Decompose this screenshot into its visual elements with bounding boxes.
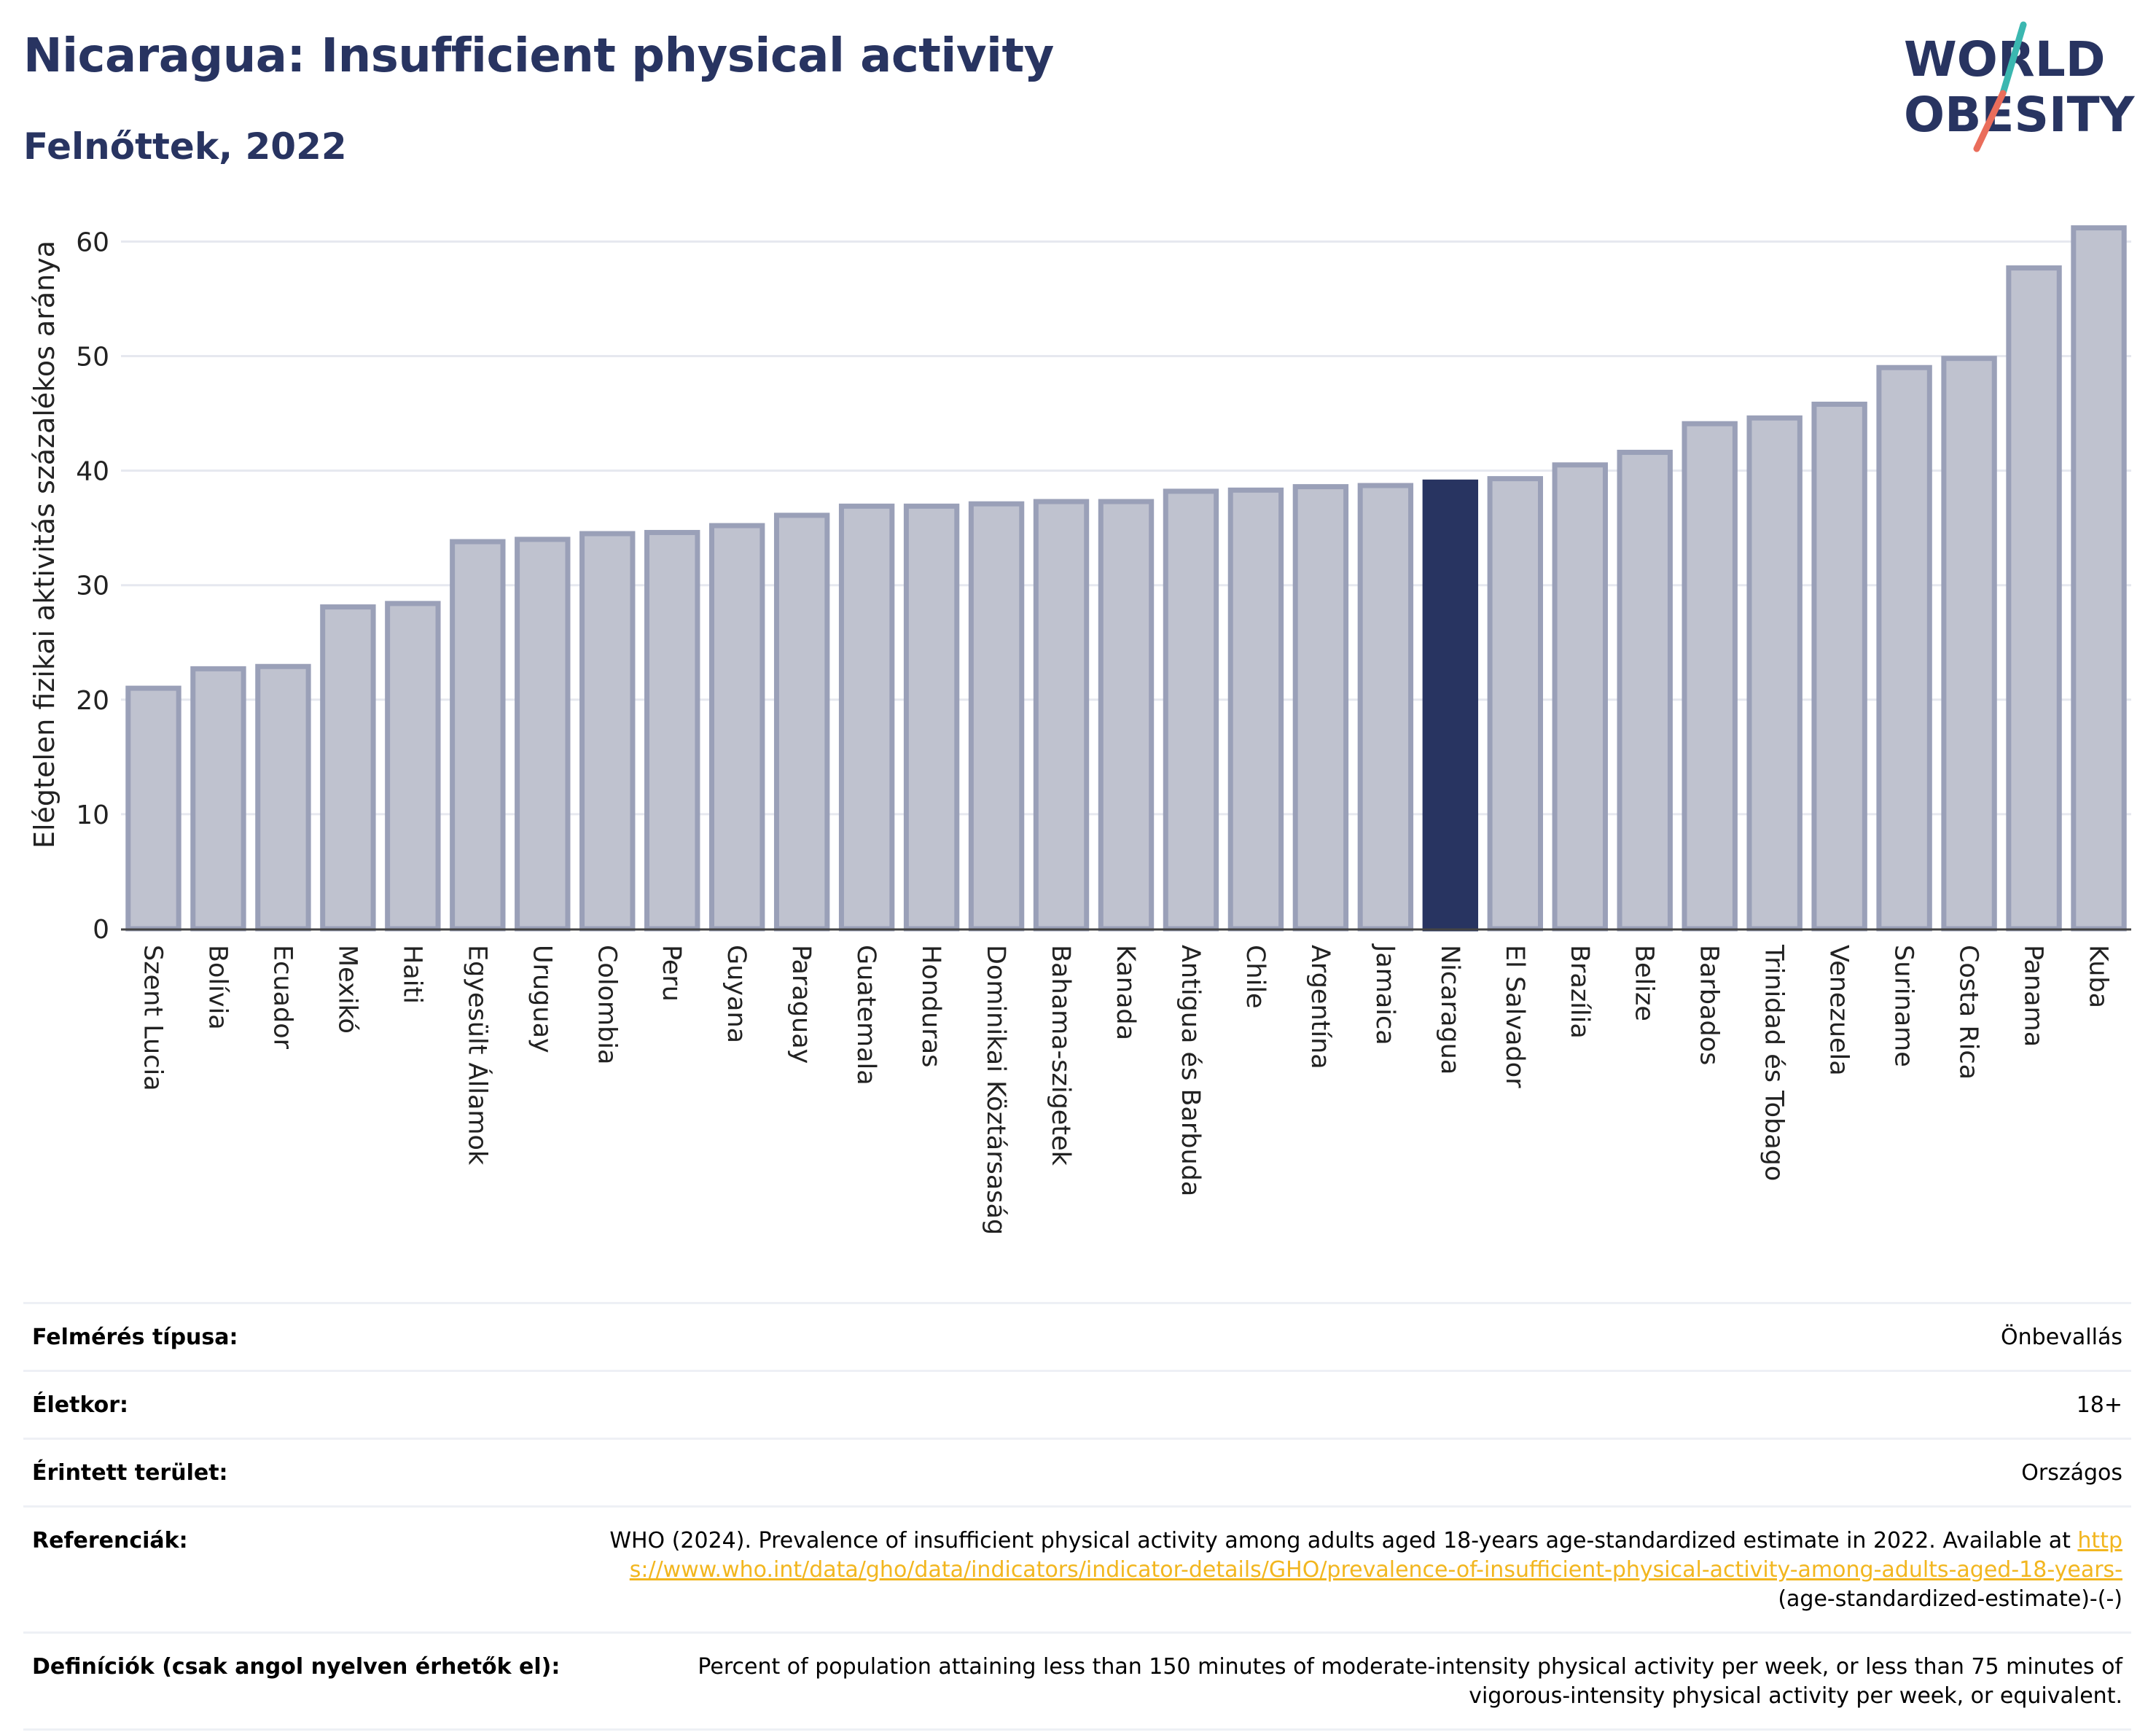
reference-suffix: (age-standardized-estimate)-(-) <box>1778 1586 2122 1612</box>
bar <box>1811 401 1867 932</box>
meta-value-survey: Önbevallás <box>595 1302 2131 1371</box>
x-tick-label: Paraguay <box>786 945 816 1064</box>
bar <box>644 529 700 932</box>
x-tick-label: Trinidad és Tobago <box>1759 944 1789 1181</box>
x-tick-label: Kuba <box>2084 945 2113 1008</box>
x-tick-label: Egyesült Államok <box>462 945 493 1166</box>
x-tick-label: Peru <box>657 945 686 1002</box>
y-tick-label: 20 <box>76 686 109 716</box>
chart-subtitle: Felnőttek, 2022 <box>23 125 347 168</box>
bar <box>1552 462 1608 932</box>
x-tick-label: Mexikó <box>332 945 362 1034</box>
bar-highlight <box>1422 479 1479 932</box>
meta-value-age: 18+ <box>595 1370 2131 1439</box>
bars <box>125 225 2127 932</box>
meta-value-references: WHO (2024). Prevalence of insufficient p… <box>595 1505 2131 1633</box>
meta-label-area: Érintett terület: <box>23 1438 595 1507</box>
x-tick-label: Bahama-szigetek <box>1046 945 1075 1166</box>
meta-value-definitions: Percent of population attaining less tha… <box>595 1631 2131 1731</box>
meta-row-area: Érintett terület: Országos <box>23 1438 2131 1507</box>
reference-link[interactable]: https://www.who.int/data/gho/data/indica… <box>629 1528 2122 1583</box>
bar <box>2071 225 2127 932</box>
y-tick-label: 60 <box>76 227 109 257</box>
logo-text-obesity: OBESITY <box>1904 87 2136 143</box>
bar-chart: 0 10 20 30 40 50 60 Szent Lucia Bolívia Ecuador M… <box>28 225 2131 1235</box>
meta-row-definitions: Definíciók (csak angol nyelven érhetők e… <box>23 1631 2131 1731</box>
bar <box>773 512 830 932</box>
x-tick-label: Guatemala <box>851 945 880 1085</box>
y-tick-label: 10 <box>76 800 109 830</box>
x-tick-label: Belize <box>1630 945 1659 1021</box>
bar <box>385 601 441 932</box>
meta-label-references: Referenciák: <box>23 1505 595 1633</box>
meta-row-survey: Felmérés típusa: Önbevallás <box>23 1302 2131 1371</box>
bar <box>579 531 636 932</box>
chart-title: Nicaragua: Insufficient physical activit… <box>23 29 1054 83</box>
bar <box>1682 421 1738 932</box>
bar <box>2006 265 2062 932</box>
y-tick-label: 40 <box>76 457 109 487</box>
meta-label-age: Életkor: <box>23 1370 595 1439</box>
metadata-table: Felmérés típusa: Önbevallás Életkor: 18+… <box>23 1302 2131 1731</box>
logo-slash-teal <box>1999 21 2027 97</box>
x-tick-label: Barbados <box>1695 945 1724 1065</box>
x-tick-label: Panama <box>2019 945 2048 1047</box>
meta-label-definitions: Definíciók (csak angol nyelven érhetők e… <box>23 1631 595 1731</box>
y-tick-label: 0 <box>93 915 109 945</box>
bar <box>1163 488 1219 932</box>
bar <box>450 539 506 932</box>
bar <box>1098 499 1155 932</box>
bar <box>968 501 1025 932</box>
x-tick-label: Guyana <box>722 945 751 1043</box>
bar <box>1292 484 1349 932</box>
x-tick-label: Antigua és Barbuda <box>1176 945 1205 1196</box>
bar <box>125 685 181 932</box>
x-tick-label: Kanada <box>1111 945 1140 1040</box>
bar <box>255 663 311 932</box>
meta-row-age: Életkor: 18+ <box>23 1370 2131 1439</box>
x-tick-label: Szent Lucia <box>138 945 167 1091</box>
x-tick-label: Colombia <box>592 945 621 1064</box>
x-tick-label: Chile <box>1241 945 1270 1009</box>
x-tick-label: Nicaragua <box>1435 945 1464 1075</box>
bar <box>838 503 895 932</box>
y-axis-label: Elégtelen fizikai aktivitás százalékos a… <box>28 241 60 849</box>
x-tick-labels: Szent Lucia Bolívia Ecuador Mexikó Haiti Egye… <box>138 943 2112 1235</box>
x-tick-label: Venezuela <box>1824 945 1854 1076</box>
x-tick-label: Uruguay <box>527 945 556 1053</box>
meta-row-references: Referenciák: WHO (2024). Prevalence of i… <box>23 1505 2131 1633</box>
bar <box>1487 476 1544 932</box>
x-tick-label: Suriname <box>1889 945 1918 1067</box>
y-tick-labels: 0 10 20 30 40 50 60 <box>76 227 109 945</box>
bar <box>1357 483 1414 932</box>
x-tick-label: Dominikai Köztársaság <box>981 945 1010 1235</box>
world-obesity-logo: WORLD OBESITY <box>1904 21 2136 152</box>
x-tick-label: Costa Rica <box>1954 945 1983 1080</box>
bar <box>515 537 571 932</box>
bar <box>320 604 376 932</box>
x-tick-label: Honduras <box>916 945 945 1067</box>
x-tick-label: Haiti <box>397 945 426 1004</box>
bar <box>190 666 246 932</box>
meta-value-area: Országos <box>595 1438 2131 1507</box>
reference-text: WHO (2024). Prevalence of insufficient p… <box>609 1528 2071 1553</box>
bar <box>1033 499 1090 932</box>
bar <box>1227 487 1284 932</box>
x-tick-label: Bolívia <box>203 945 232 1030</box>
bar <box>1941 356 1997 932</box>
x-tick-label: Jamaica <box>1370 943 1399 1045</box>
x-tick-label: Argentína <box>1305 945 1335 1069</box>
bar <box>903 503 960 932</box>
bar <box>1876 364 1932 932</box>
bar <box>708 523 765 932</box>
bar <box>1746 415 1802 932</box>
x-tick-label: Ecuador <box>267 945 297 1050</box>
x-tick-label: Brazília <box>1565 945 1594 1039</box>
y-tick-label: 30 <box>76 572 109 601</box>
meta-label-survey: Felmérés típusa: <box>23 1302 595 1371</box>
y-tick-label: 50 <box>76 343 109 373</box>
bar <box>1617 449 1673 932</box>
x-tick-label: El Salvador <box>1500 945 1529 1088</box>
logo-slash-coral <box>1973 90 2007 152</box>
